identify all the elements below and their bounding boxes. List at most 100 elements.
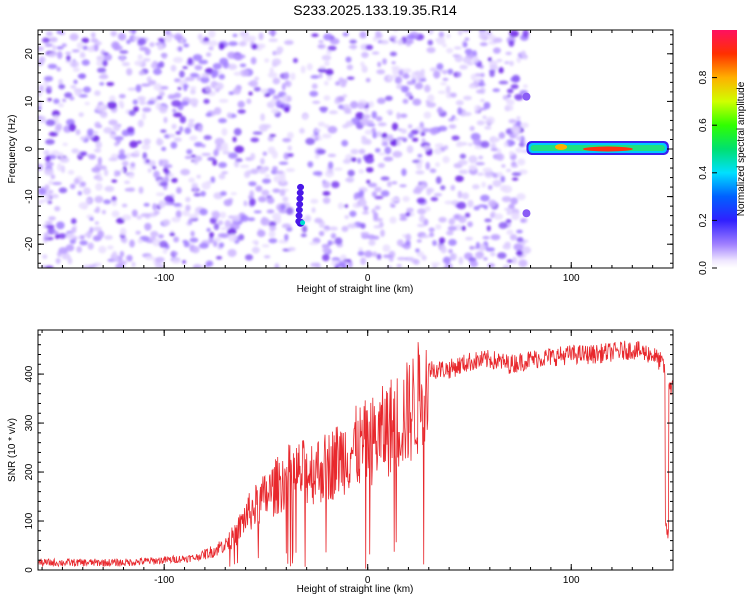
noise-blob — [396, 257, 407, 261]
noise-blob — [365, 138, 372, 145]
noise-blob — [506, 210, 512, 216]
noise-blob — [150, 62, 158, 69]
noise-blob — [402, 68, 412, 73]
noise-blob — [55, 257, 61, 264]
noise-blob — [501, 196, 512, 203]
noise-blob — [162, 219, 171, 226]
noise-blob — [416, 197, 426, 204]
noise-blob — [285, 168, 296, 173]
noise-blob — [382, 244, 391, 253]
noise-blob — [50, 193, 59, 199]
noise-blob — [250, 137, 260, 143]
noise-blob — [51, 110, 61, 118]
noise-blob — [371, 127, 376, 133]
noise-blob — [490, 147, 499, 152]
noise-blob — [364, 129, 374, 135]
noise-blob — [111, 200, 118, 207]
noise-blob — [97, 156, 102, 165]
noise-blob — [349, 210, 357, 217]
noise-blob — [278, 180, 288, 187]
noise-blob — [203, 98, 210, 104]
noise-blob — [193, 186, 198, 192]
noise-blob — [249, 190, 255, 198]
noise-blob — [238, 41, 248, 47]
noise-blob — [345, 120, 354, 127]
noise-blob — [188, 177, 195, 183]
noise-blob — [272, 188, 281, 193]
noise-blob — [198, 59, 209, 65]
noise-blob — [221, 128, 228, 136]
noise-blob — [360, 231, 370, 236]
noise-blob — [172, 112, 183, 118]
noise-blob — [239, 164, 250, 169]
noise-blob — [142, 107, 152, 113]
noise-blob — [398, 69, 404, 76]
noise-blob — [500, 175, 506, 183]
noise-blob — [510, 197, 518, 205]
noise-blob — [463, 95, 472, 101]
noise-blob — [103, 169, 109, 177]
noise-blob — [269, 67, 274, 75]
noise-blob — [338, 77, 344, 84]
noise-blob — [279, 189, 286, 197]
noise-blob — [104, 235, 113, 240]
noise-blob — [93, 209, 99, 213]
noise-blob — [426, 187, 435, 193]
noise-blob — [349, 40, 357, 44]
noise-blob — [516, 193, 526, 201]
noise-blob — [169, 232, 176, 237]
noise-blob — [141, 143, 151, 151]
noise-blob — [282, 196, 289, 202]
noise-blob — [196, 174, 201, 179]
noise-blob — [190, 230, 195, 237]
noise-blob — [153, 210, 160, 215]
noise-blob — [360, 222, 366, 229]
noise-blob — [400, 85, 409, 93]
noise-blob — [219, 57, 229, 65]
noise-blob — [510, 212, 520, 220]
noise-blob — [44, 43, 53, 48]
noise-blob — [283, 94, 288, 99]
noise-blob — [342, 159, 352, 164]
noise-blob — [504, 105, 511, 112]
noise-blob — [253, 210, 262, 214]
noise-blob — [189, 135, 198, 141]
noise-blob — [511, 172, 522, 177]
noise-blob — [480, 194, 490, 202]
noise-blob — [137, 54, 143, 61]
noise-blob — [45, 119, 56, 126]
noise-blob — [220, 191, 227, 196]
noise-blob — [258, 32, 264, 41]
noise-blob — [323, 95, 331, 101]
noise-blob — [73, 178, 80, 185]
noise-blob — [474, 104, 481, 111]
noise-blob — [59, 152, 64, 158]
noise-blob — [90, 38, 98, 43]
noise-blob — [312, 100, 321, 104]
noise-blob — [237, 100, 245, 108]
noise-blob — [322, 191, 331, 197]
noise-blob — [257, 196, 267, 203]
noise-blob — [301, 225, 308, 233]
noise-blob — [163, 176, 170, 183]
y-tick-label: -10 — [24, 189, 35, 204]
noise-blob — [137, 96, 146, 102]
noise-blob — [502, 95, 508, 100]
noise-blob — [403, 72, 409, 80]
noise-blob — [218, 242, 225, 248]
noise-blob — [357, 102, 366, 110]
noise-blob — [390, 204, 396, 208]
noise-blob — [292, 58, 298, 64]
noise-blob — [463, 42, 468, 48]
noise-blob — [145, 159, 150, 164]
noise-blob — [93, 148, 102, 153]
noise-blob — [426, 46, 436, 54]
noise-blob — [232, 136, 237, 143]
noise-blob — [175, 131, 181, 135]
feature-blob — [522, 209, 531, 218]
noise-blob — [327, 240, 333, 246]
noise-blob — [464, 212, 471, 218]
noise-blob — [505, 168, 512, 173]
noise-blob — [135, 84, 142, 93]
noise-blob — [417, 153, 423, 158]
